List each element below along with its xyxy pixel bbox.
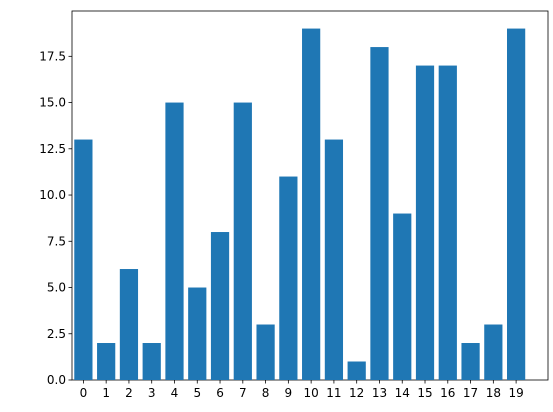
bar bbox=[370, 47, 389, 381]
bar bbox=[507, 28, 526, 380]
bar bbox=[74, 139, 93, 380]
y-tick-label: 12.5 bbox=[39, 142, 66, 156]
x-tick-label: 15 bbox=[417, 386, 432, 400]
y-tick-label: 15.0 bbox=[39, 96, 66, 110]
y-tick-label: 7.5 bbox=[47, 234, 66, 248]
x-tick-label: 12 bbox=[349, 386, 364, 400]
bar bbox=[142, 343, 161, 380]
x-tick-label: 13 bbox=[372, 386, 387, 400]
x-tick-label: 10 bbox=[303, 386, 318, 400]
bar bbox=[256, 324, 275, 380]
bar bbox=[438, 65, 457, 381]
bar bbox=[97, 343, 116, 380]
x-tick-label: 1 bbox=[102, 386, 110, 400]
bar bbox=[324, 139, 344, 380]
bar bbox=[302, 28, 321, 380]
x-tick-label: 7 bbox=[239, 386, 247, 400]
x-tick-label: 8 bbox=[262, 386, 270, 400]
x-tick-label: 0 bbox=[80, 386, 88, 400]
bar bbox=[165, 102, 184, 380]
y-tick-label: 10.0 bbox=[39, 188, 66, 202]
x-tick-label: 2 bbox=[125, 386, 133, 400]
x-tick-label: 16 bbox=[440, 386, 455, 400]
bar bbox=[393, 213, 412, 380]
x-tick-label: 11 bbox=[326, 386, 341, 400]
x-tick-label: 18 bbox=[486, 386, 501, 400]
bar bbox=[484, 324, 503, 380]
y-tick-label: 0.0 bbox=[47, 373, 66, 387]
bar bbox=[279, 176, 298, 380]
y-tick-label: 2.5 bbox=[47, 327, 66, 341]
x-tick-label: 19 bbox=[508, 386, 523, 400]
bar bbox=[188, 287, 207, 380]
x-tick-label: 17 bbox=[463, 386, 478, 400]
bar bbox=[347, 361, 366, 380]
bar bbox=[119, 269, 139, 380]
bar bbox=[233, 102, 252, 380]
x-tick-label: 5 bbox=[193, 386, 201, 400]
bar bbox=[415, 65, 435, 381]
x-tick-label: 3 bbox=[148, 386, 156, 400]
bar bbox=[210, 232, 230, 380]
y-tick-label: 5.0 bbox=[47, 281, 66, 295]
y-tick-label: 17.5 bbox=[39, 49, 66, 63]
x-tick-label: 6 bbox=[216, 386, 224, 400]
x-tick-label: 9 bbox=[285, 386, 293, 400]
bar bbox=[461, 343, 480, 380]
x-tick-label: 14 bbox=[395, 386, 410, 400]
x-tick-label: 4 bbox=[171, 386, 179, 400]
